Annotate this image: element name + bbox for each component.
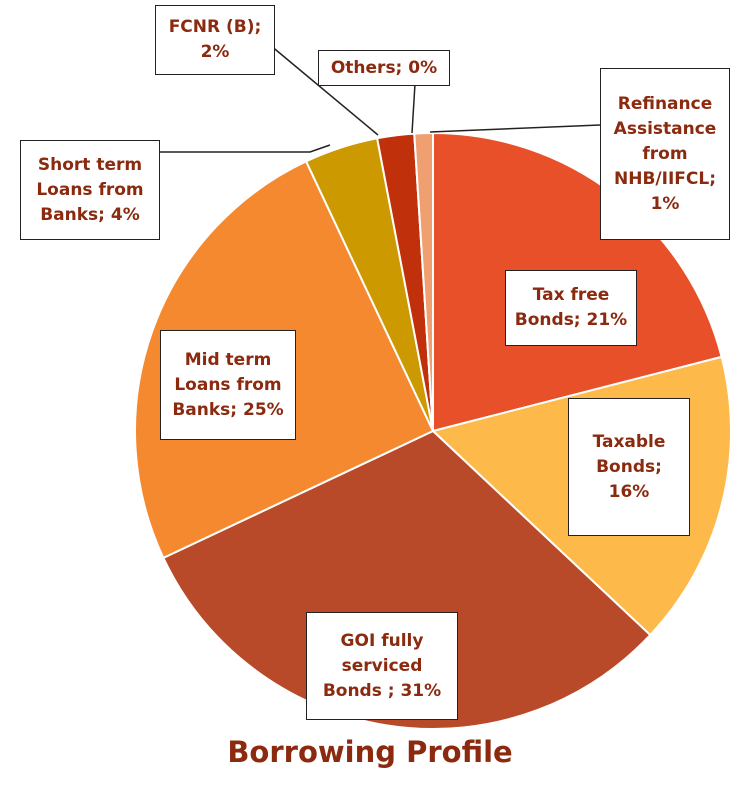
leader-line — [411, 83, 416, 134]
pie-slice — [413, 131, 434, 432]
data-label: Taxable Bonds; 16% — [568, 398, 690, 536]
data-label: Tax free Bonds; 21% — [505, 270, 637, 346]
leader-line — [429, 124, 601, 133]
leader-line — [269, 44, 379, 136]
data-label: Mid term Loans from Banks; 25% — [160, 330, 296, 440]
chart-title: Borrowing Profile — [227, 735, 513, 769]
leader-lines — [160, 44, 601, 153]
data-label: GOI fully serviced Bonds ; 31% — [306, 612, 458, 720]
data-label: Others; 0% — [318, 50, 450, 86]
data-label: Refinance Assistance from NHB/IIFCL; 1% — [600, 68, 730, 240]
leader-line — [160, 144, 331, 153]
pie-slice — [162, 429, 652, 730]
data-label: FCNR (B); 2% — [155, 5, 275, 75]
data-label: Short term Loans from Banks; 4% — [20, 140, 160, 240]
